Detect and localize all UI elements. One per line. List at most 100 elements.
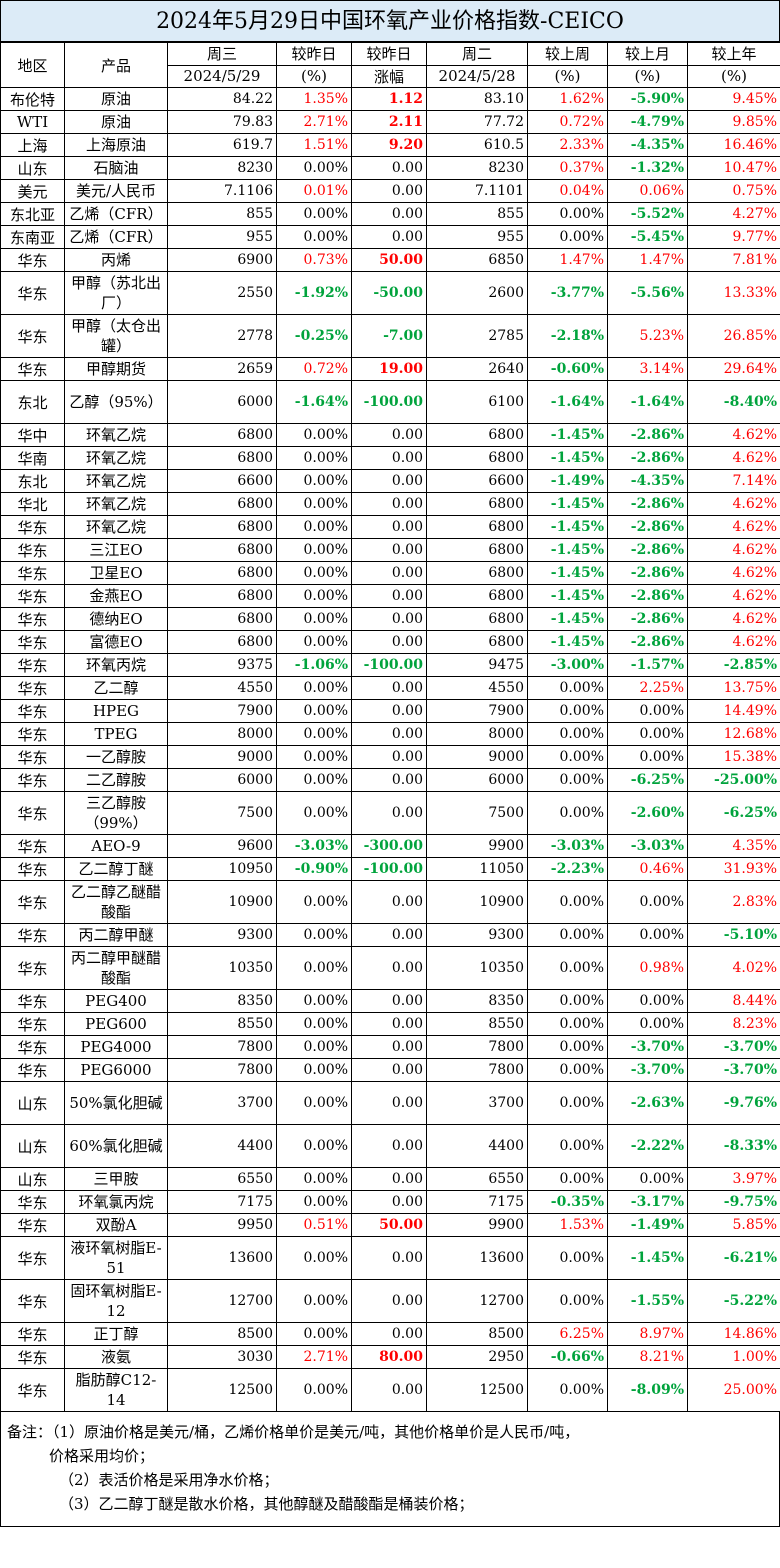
product-cell: AEO-9 (64, 834, 168, 858)
product-cell: 三江EO (64, 538, 168, 562)
year-change-cell: 15.38% (687, 745, 780, 769)
week-change-cell: -0.35% (527, 1190, 608, 1214)
table-row: 华东 液环氧树脂E-51 13600 0.00% 0.00 13600 0.00% -1.45… (0, 1236, 780, 1280)
day-change-pct-cell: 1.51% (276, 133, 352, 157)
region-cell: 华东 (0, 946, 65, 990)
product-cell: 丙二醇甲醚 (64, 923, 168, 947)
month-change-cell: -1.32% (607, 156, 688, 180)
tue-price-cell: 610.5 (426, 133, 528, 157)
region-cell: 上海 (0, 133, 65, 157)
month-change-cell: 0.00% (607, 699, 688, 723)
year-change-cell: 13.33% (687, 271, 780, 315)
month-change-cell: -2.86% (607, 423, 688, 447)
wed-price-cell: 7.1106 (167, 179, 277, 203)
day-change-abs-cell: 0.00 (351, 423, 427, 447)
product-cell: 乙二醇 (64, 676, 168, 700)
wed-price-cell: 6800 (167, 515, 277, 539)
week-change-cell: -1.45% (527, 607, 608, 631)
table-row: 东南亚 乙烯（CFR） 955 0.00% 0.00 955 0.00% -5.45% 9.77… (0, 225, 780, 249)
month-change-cell: -1.64% (607, 380, 688, 424)
day-change-pct-cell: 0.00% (276, 1035, 352, 1059)
week-change-cell: -1.45% (527, 630, 608, 654)
day-change-pct-cell: -3.03% (276, 834, 352, 858)
day-change-pct-cell: 0.00% (276, 1012, 352, 1036)
product-cell: 乙二醇丁醚 (64, 857, 168, 881)
week-change-cell: 1.47% (527, 248, 608, 272)
day-change-abs-cell: 1.12 (351, 87, 427, 111)
tue-price-cell: 2785 (426, 314, 528, 358)
wed-price-cell: 2550 (167, 271, 277, 315)
table-row: 华东 甲醇期货 2659 0.72% 19.00 2640 -0.60% 3.14% 29.64… (0, 357, 780, 381)
product-cell: 富德EO (64, 630, 168, 654)
price-table: 地区 产品 周三 较昨日 较昨日 周二 较上周 较上月 较上年 2024/5/2… (0, 42, 780, 1412)
day-change-abs-cell: 0.00 (351, 1058, 427, 1082)
wed-price-cell: 4400 (167, 1124, 277, 1168)
tue-price-cell: 11050 (426, 857, 528, 881)
product-cell: 环氧乙烷 (64, 469, 168, 493)
region-cell: 华东 (0, 722, 65, 746)
month-change-cell: -1.45% (607, 1236, 688, 1280)
table-row: 华东 丙烯 6900 0.73% 50.00 6850 1.47% 1.47% 7.81% (0, 248, 780, 272)
year-change-cell: 4.62% (687, 630, 780, 654)
region-cell: 山东 (0, 1081, 65, 1125)
day-change-abs-cell: 0.00 (351, 179, 427, 203)
product-cell: PEG6000 (64, 1058, 168, 1082)
header-week-unit: (%) (527, 64, 608, 88)
region-cell: 华东 (0, 923, 65, 947)
day-change-abs-cell: 0.00 (351, 515, 427, 539)
tue-price-cell: 6550 (426, 1167, 528, 1191)
table-row: 华东 乙二醇丁醚 10950 -0.90% -100.00 11050 -2.23% 0.46… (0, 857, 780, 881)
year-change-cell: -6.21% (687, 1236, 780, 1280)
table-row: 山东 50%氯化胆碱 3700 0.00% 0.00 3700 0.00% -2.63% -9.… (0, 1081, 780, 1125)
product-cell: 环氧乙烷 (64, 492, 168, 516)
day-change-pct-cell: 0.00% (276, 791, 352, 835)
table-row: 华东 丙二醇甲醚 9300 0.00% 0.00 9300 0.00% 0.00% -5.10% (0, 923, 780, 947)
table-row: 美元 美元/人民币 7.1106 0.01% 0.00 7.1101 0.04% 0.06% 0… (0, 179, 780, 203)
product-cell: 环氧乙烷 (64, 515, 168, 539)
month-change-cell: 0.98% (607, 946, 688, 990)
product-cell: 固环氧树脂E-12 (64, 1279, 168, 1323)
day-change-pct-cell: 0.00% (276, 515, 352, 539)
week-change-cell: 0.00% (527, 1167, 608, 1191)
wed-price-cell: 9375 (167, 653, 277, 677)
month-change-cell: -3.70% (607, 1035, 688, 1059)
week-change-cell: 0.00% (527, 1368, 608, 1412)
table-row: 华东 PEG6000 7800 0.00% 0.00 7800 0.00% -3.70% -3.… (0, 1058, 780, 1082)
product-cell: 甲醇（太仓出罐） (64, 314, 168, 358)
week-change-cell: 0.00% (527, 676, 608, 700)
month-change-cell: -2.86% (607, 446, 688, 470)
tue-price-cell: 7500 (426, 791, 528, 835)
header-rise: 涨幅 (351, 64, 427, 88)
wed-price-cell: 619.7 (167, 133, 277, 157)
day-change-abs-cell: 0.00 (351, 745, 427, 769)
wed-price-cell: 6800 (167, 630, 277, 654)
day-change-abs-cell: 50.00 (351, 1213, 427, 1237)
product-cell: 60%氯化胆碱 (64, 1124, 168, 1168)
region-cell: 华东 (0, 699, 65, 723)
day-change-abs-cell: -7.00 (351, 314, 427, 358)
day-change-pct-cell: 0.00% (276, 676, 352, 700)
wed-price-cell: 6800 (167, 492, 277, 516)
day-change-abs-cell: 0.00 (351, 1279, 427, 1323)
tue-price-cell: 4550 (426, 676, 528, 700)
region-cell: 美元 (0, 179, 65, 203)
product-cell: 金燕EO (64, 584, 168, 608)
day-change-abs-cell: 0.00 (351, 1012, 427, 1036)
note-line-1b: 价格采用均价； (49, 1447, 155, 1465)
wed-price-cell: 12500 (167, 1368, 277, 1412)
day-change-abs-cell: -100.00 (351, 857, 427, 881)
year-change-cell: 25.00% (687, 1368, 780, 1412)
year-change-cell: 4.35% (687, 834, 780, 858)
tue-price-cell: 9475 (426, 653, 528, 677)
day-change-pct-cell: 1.35% (276, 87, 352, 111)
month-change-cell: -2.86% (607, 515, 688, 539)
table-row: 华东 三江EO 6800 0.00% 0.00 6800 -1.45% -2.86% 4.62% (0, 538, 780, 562)
wed-price-cell: 3030 (167, 1345, 277, 1369)
day-change-pct-cell: 0.00% (276, 584, 352, 608)
day-change-pct-cell: 0.00% (276, 607, 352, 631)
year-change-cell: 8.44% (687, 989, 780, 1013)
wed-price-cell: 6000 (167, 768, 277, 792)
wed-price-cell: 7900 (167, 699, 277, 723)
wed-price-cell: 6900 (167, 248, 277, 272)
region-cell: 华东 (0, 745, 65, 769)
